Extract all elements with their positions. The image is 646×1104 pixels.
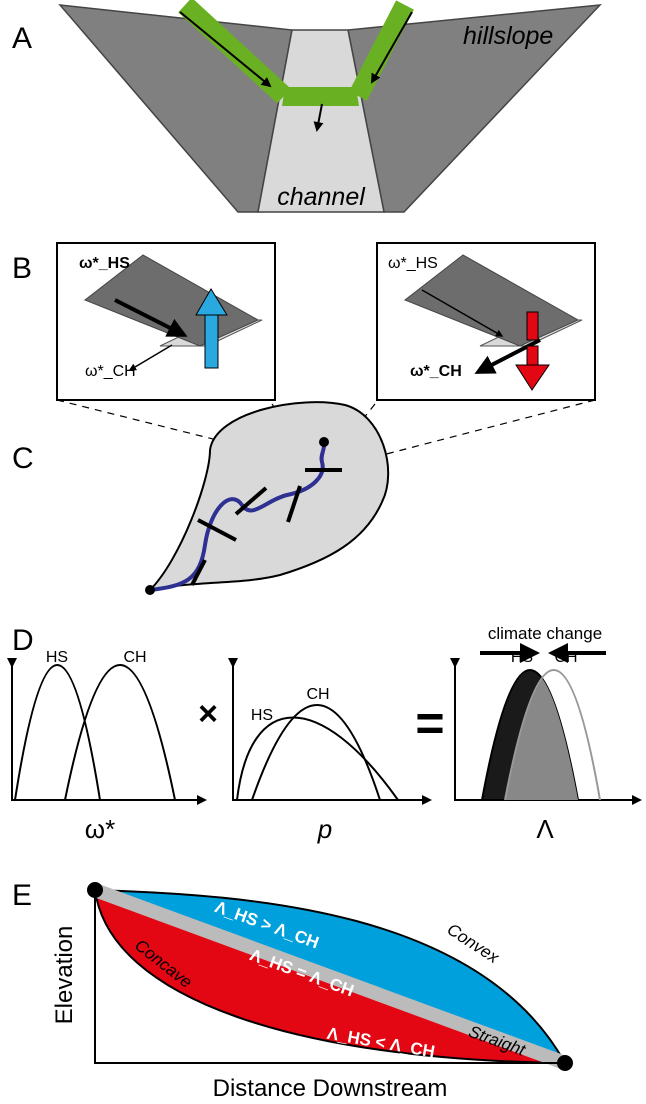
hs-curve [14, 664, 101, 801]
outlet [145, 585, 155, 595]
profile-end [557, 1055, 573, 1071]
omega-hs: ω*_HS [388, 255, 438, 272]
river [149, 441, 327, 592]
arrow [421, 289, 504, 337]
ch-curve [251, 704, 381, 801]
x-label: p [317, 814, 332, 844]
channel-label: channel [277, 183, 366, 211]
omega-ch: ω*_CH [85, 363, 136, 380]
uplift-arrow [204, 313, 219, 369]
green-band [282, 87, 359, 106]
axes [94, 886, 568, 1064]
ch-curve [64, 664, 176, 801]
incision-arrow [526, 311, 539, 341]
river-ticks [190, 468, 342, 586]
panel-label: B [12, 252, 32, 285]
omega-ch: ω*_CH [410, 363, 462, 380]
arrow [179, 11, 272, 88]
straight-profile [92, 883, 568, 1070]
green-band [349, 0, 414, 101]
panel-label: C [12, 442, 34, 475]
profile-end [87, 882, 103, 898]
arrow [474, 338, 541, 374]
x-label: Distance Downstream [213, 1075, 448, 1102]
arrow [114, 298, 188, 337]
uplift-arrow [195, 288, 228, 316]
hillslope-label: hillslope [463, 22, 553, 50]
times-sign: × [198, 695, 218, 733]
arrow [371, 11, 413, 84]
panel-label: E [12, 879, 32, 912]
x-label: Λ [536, 814, 554, 844]
hs-label: HS [46, 649, 68, 666]
arrow [313, 103, 324, 132]
hillslope-left [58, 4, 293, 213]
panel-label: A [12, 22, 32, 55]
equals-sign: = [415, 695, 444, 751]
channel [257, 29, 385, 213]
hs-label: HS [251, 707, 273, 724]
omega-hs: ω*_HS [79, 255, 130, 272]
catchment [146, 401, 390, 592]
arrow [128, 344, 173, 371]
panel-label: D [12, 624, 34, 657]
y-label: Elevation [51, 926, 78, 1025]
ch-curve [504, 669, 601, 801]
ch-label: CH [306, 686, 329, 703]
channel-head [319, 437, 329, 447]
incision-arrow [515, 364, 550, 391]
hs-curve [236, 716, 399, 801]
ch-label: CH [123, 649, 146, 666]
x-label: ω* [85, 814, 115, 844]
climate-change-label: climate change [488, 624, 602, 643]
incision-arrow [526, 345, 539, 366]
